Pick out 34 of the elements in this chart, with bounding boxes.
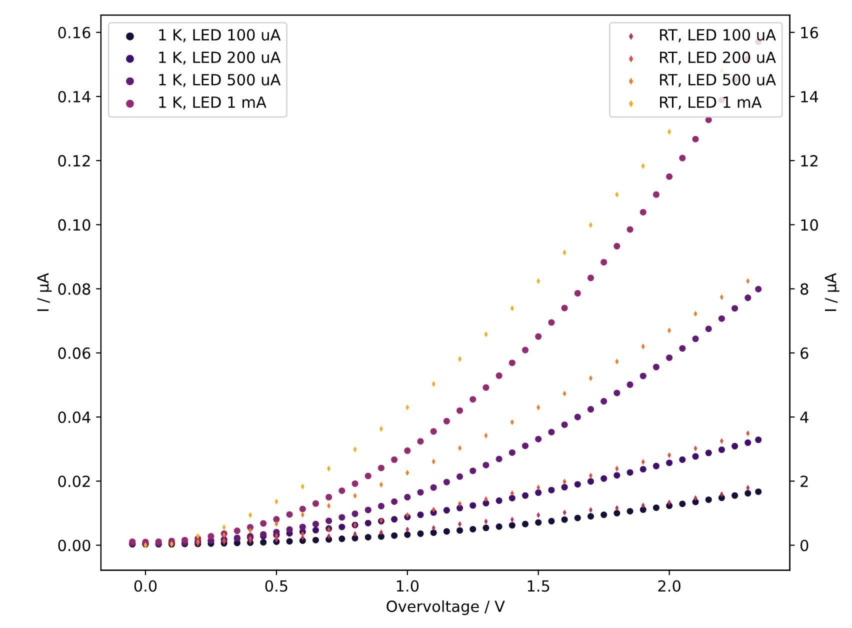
legend-label: RT, LED 500 uA [660, 74, 776, 88]
y-tick-label: 0.10 [58, 219, 90, 231]
legend-label: 1 K, LED 100 uA [159, 29, 281, 42]
y2-tick-label: 2 [800, 476, 808, 487]
y-tick-label: 0.08 [58, 283, 90, 295]
y-axis-title: I / µA [37, 273, 52, 311]
legend-label: 1 K, LED 1 mA [159, 96, 266, 110]
y-tick-label: 0.04 [58, 411, 90, 424]
legend-label: RT, LED 100 uA [660, 29, 776, 42]
legend-label: RT, LED 1 mA [660, 96, 762, 110]
y-tick-label: 0.14 [58, 90, 90, 103]
y2-tick-label: 12 [801, 155, 818, 166]
y-tick-label: 0.00 [58, 540, 90, 552]
y2-tick-label: 8 [800, 283, 808, 295]
x-tick-label: 0.5 [265, 580, 288, 592]
x-tick-label: 1.5 [528, 580, 550, 592]
x-tick-label: 2.0 [658, 580, 680, 592]
y2-tick-label: 14 [801, 91, 818, 102]
y2-axis-title: I / µA [824, 273, 840, 311]
y-tick-label: 0.12 [58, 155, 90, 167]
y-tick-label: 0.16 [58, 26, 90, 38]
legend-label: RT, LED 200 uA [660, 52, 776, 65]
y2-tick-label: 0 [800, 540, 808, 552]
y-tick-label: 0.06 [58, 347, 90, 359]
y2-tick-label: 4 [800, 412, 808, 423]
y-tick-label: 0.02 [58, 476, 90, 488]
legend-label: 1 K, LED 200 uA [159, 52, 281, 65]
x-tick-label: 1.0 [396, 580, 419, 592]
x-axis-title: Overvoltage / V [386, 600, 505, 616]
y2-tick-label: 10 [801, 219, 818, 231]
y2-tick-label: 16 [801, 26, 818, 38]
y2-tick-label: 6 [800, 347, 808, 359]
x-tick-label: 0.0 [134, 580, 157, 592]
legend-label: 1 K, LED 500 uA [159, 74, 281, 88]
